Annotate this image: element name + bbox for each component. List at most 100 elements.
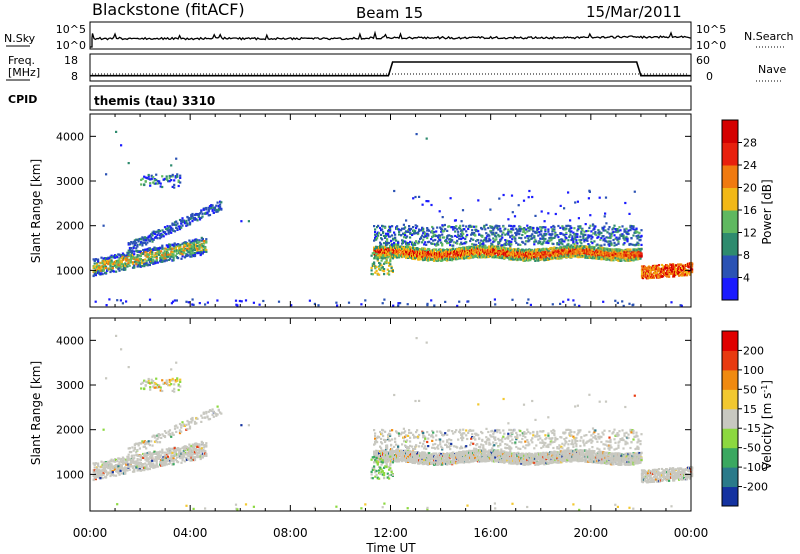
noise-right-tick-top: 10^5 <box>696 23 726 36</box>
power-cell-105 <box>107 260 110 263</box>
power-cell-614 <box>182 247 185 250</box>
power-cell-3583 <box>557 224 560 228</box>
power-cell-725 <box>198 240 201 243</box>
power-cell-3548 <box>554 232 557 235</box>
power-cell-3257 <box>533 236 536 239</box>
power-cell-666 <box>190 252 193 255</box>
power-cell-3452 <box>548 249 551 252</box>
power-cell-1162 <box>377 224 380 227</box>
power-cell-3259 <box>533 243 536 246</box>
power-cell-1742 <box>420 237 423 240</box>
power-cell-3886 <box>579 240 582 244</box>
power-cell-4727 <box>380 267 383 270</box>
power-cell-637 <box>186 244 189 247</box>
power-cell-1524 <box>404 234 407 237</box>
power-cell-4558 <box>630 227 633 230</box>
power-cell-1636 <box>412 242 415 245</box>
power-cell-3413 <box>544 237 547 241</box>
power-cell-349 <box>144 251 147 254</box>
power-cell-887 <box>168 225 172 228</box>
power-cell-1784 <box>423 243 426 246</box>
power-cell-189 <box>119 262 122 265</box>
power-cell-2419 <box>471 254 474 257</box>
power-cell-789 <box>132 240 135 244</box>
power-cell-965 <box>198 218 202 221</box>
power-cell-1053 <box>159 185 162 188</box>
power-cell-935 <box>187 217 190 220</box>
power-cell-2978 <box>512 228 515 231</box>
power-cell-2277 <box>460 237 463 241</box>
power-cell-1353 <box>391 234 394 237</box>
power-cell-446 <box>157 248 161 251</box>
power-cell-2662 <box>490 252 493 255</box>
power-cell-2346 <box>465 235 468 238</box>
power-cell-3535 <box>553 226 556 229</box>
power-cell-1092 <box>102 224 105 227</box>
power-cell-739 <box>200 236 203 239</box>
power-cell-2539 <box>480 239 483 242</box>
power-cell-3831 <box>575 239 578 242</box>
power-cell-1016 <box>219 205 222 208</box>
power-cell-2448 <box>473 225 476 228</box>
power-cell-1625 <box>411 233 414 236</box>
power-cell-4811 <box>646 277 650 280</box>
power-cell-2476 <box>475 225 478 228</box>
power-cell-3219 <box>530 234 533 237</box>
power-cell-100 <box>106 261 109 264</box>
power-cell-4772 <box>640 270 644 273</box>
power-cell-2920 <box>508 224 511 227</box>
power-cell-92 <box>104 267 108 270</box>
power-cell-4964 <box>669 267 672 270</box>
power-cell-4186 <box>602 229 605 232</box>
power-cell-4737 <box>383 273 386 276</box>
power-cell-925 <box>183 222 187 225</box>
power-cell-928 <box>185 219 188 222</box>
power-cell-1019 <box>220 201 223 204</box>
power-cell-924 <box>183 220 187 223</box>
power-cell-1379 <box>393 231 396 234</box>
power-cell-1283 <box>386 238 389 241</box>
power-cell-211 <box>122 264 126 267</box>
power-cell-4509 <box>626 238 629 241</box>
power-cell-287 <box>134 257 137 260</box>
power-cell-4165 <box>601 257 604 261</box>
power-cell-4675 <box>639 257 642 260</box>
power-cell-71 <box>102 260 105 263</box>
power-cell-4071 <box>593 240 596 243</box>
power-cell-1072 <box>171 173 174 176</box>
power-cell-4345 <box>614 237 617 240</box>
power-cell-2588 <box>484 247 487 250</box>
power-cell-753 <box>202 248 206 251</box>
power-cell-403 <box>151 253 154 256</box>
power-cell-1852 <box>428 240 431 243</box>
power-cell-4583 <box>632 234 635 237</box>
power-cell-3032 <box>516 232 519 235</box>
power-cell-3565 <box>556 253 559 256</box>
power-cell-4384 <box>617 250 620 253</box>
power-cell-2934 <box>509 244 512 247</box>
noise-left-label: N.Sky <box>4 32 36 45</box>
power-cell-647 <box>187 244 190 247</box>
power-cell-188 <box>119 265 122 268</box>
power-cell-2322 <box>463 228 466 231</box>
power-cell-2077 <box>445 239 448 242</box>
power-cell-1417 <box>396 256 399 259</box>
power-cell-458 <box>159 247 162 250</box>
power-cell-1061 <box>165 175 168 178</box>
power-cell-2316 <box>463 257 466 260</box>
power-cell-187 <box>119 259 122 262</box>
power-cell-688 <box>193 248 197 251</box>
power-cell-4402 <box>618 226 621 229</box>
power-cell-510 <box>166 255 170 258</box>
power-cell-1150 <box>376 237 379 240</box>
power-cell-371 <box>146 255 149 258</box>
power-cell-958 <box>196 219 199 222</box>
power-cell-2154 <box>451 255 454 258</box>
power-cell-1269 <box>385 232 388 235</box>
power-cell-129 <box>110 256 113 259</box>
power-cell-748 <box>201 252 204 255</box>
power-cell-4734 <box>381 266 384 269</box>
power-cell-2223 <box>456 239 459 242</box>
power-cell-229 <box>125 257 128 260</box>
